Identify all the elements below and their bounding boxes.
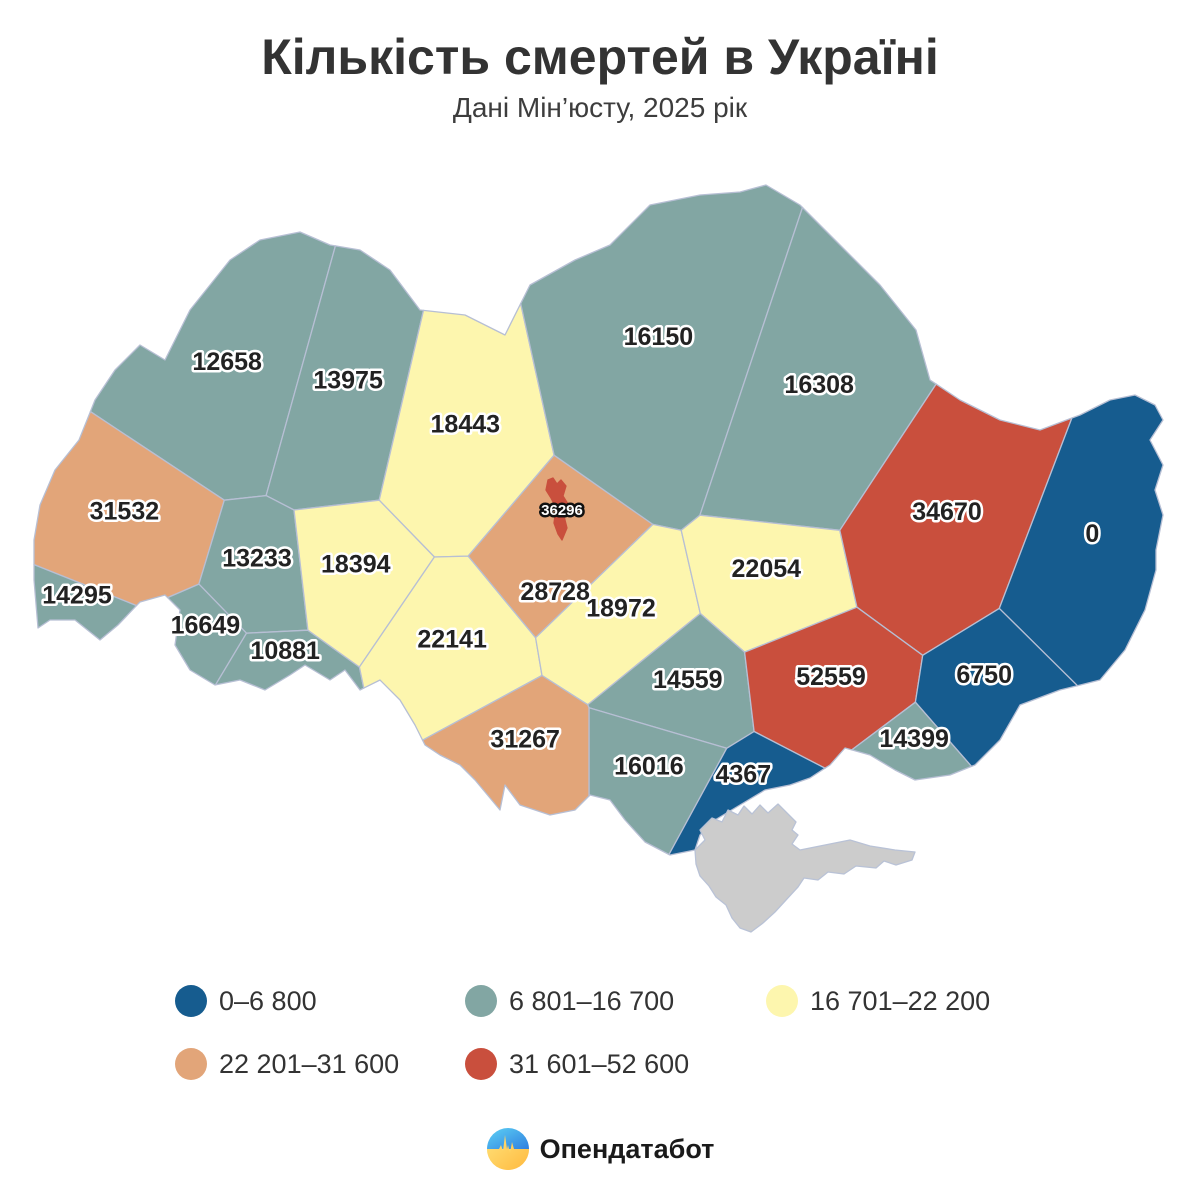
svg-text:12658: 12658 [192,348,262,376]
svg-text:31532: 31532 [90,497,160,525]
svg-text:22141: 22141 [417,625,487,653]
svg-text:0: 0 [1085,520,1099,548]
svg-text:14399: 14399 [879,725,949,753]
svg-text:31267: 31267 [490,726,560,754]
svg-text:14559: 14559 [653,666,723,694]
svg-text:36296: 36296 [541,502,583,519]
svg-text:16016: 16016 [614,753,684,781]
svg-text:34670: 34670 [912,498,982,526]
svg-text:13233: 13233 [222,544,292,572]
svg-text:16308: 16308 [784,371,854,399]
svg-text:18443: 18443 [431,410,501,438]
svg-text:6750: 6750 [956,661,1012,689]
svg-text:18394: 18394 [321,551,391,579]
svg-text:16150: 16150 [624,323,694,351]
svg-text:13975: 13975 [313,366,383,394]
svg-text:28728: 28728 [520,578,590,606]
svg-text:14295: 14295 [42,582,112,610]
svg-text:4367: 4367 [715,760,771,788]
svg-text:16649: 16649 [171,612,241,640]
svg-text:18972: 18972 [586,594,656,622]
svg-text:10881: 10881 [250,637,320,665]
svg-text:52559: 52559 [796,663,866,691]
svg-text:22054: 22054 [732,555,802,583]
